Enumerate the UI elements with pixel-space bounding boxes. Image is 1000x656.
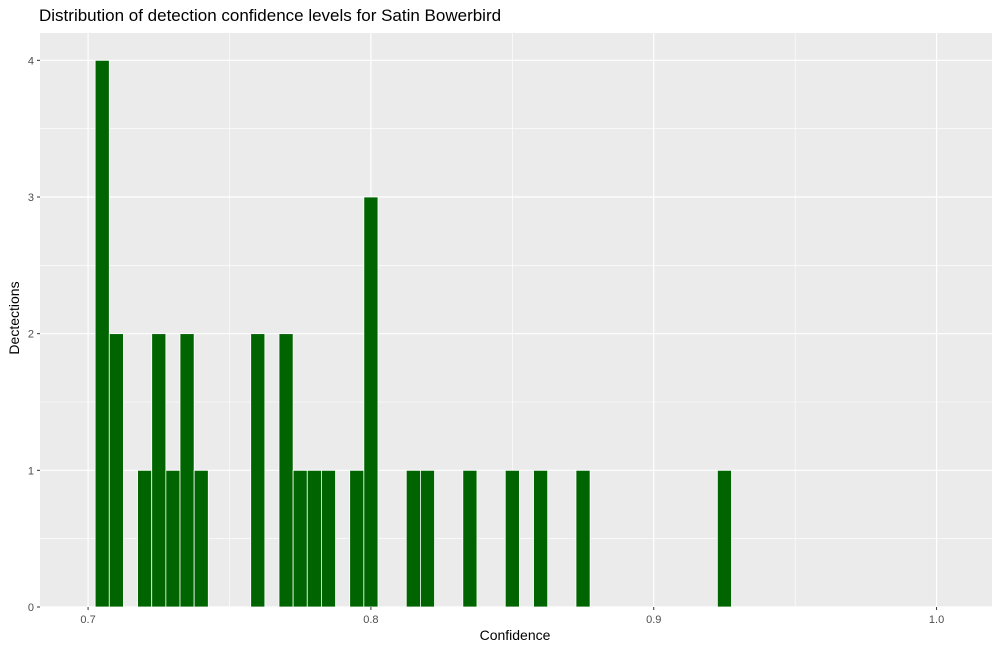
y-tick-label: 2	[28, 329, 34, 341]
histogram-bar	[405, 469, 421, 608]
histogram-bar	[108, 333, 124, 608]
y-axis: 0 1 2 3 4	[28, 55, 40, 614]
chart-title: Distribution of detection confidence lev…	[39, 6, 501, 25]
y-axis-label: Dectections	[6, 281, 22, 354]
histogram-bar	[250, 333, 266, 608]
histogram-bar	[292, 469, 308, 608]
histogram-bar	[321, 469, 336, 608]
major-gridlines	[40, 33, 992, 608]
histogram-bar	[94, 59, 110, 608]
histogram-bar	[363, 196, 379, 608]
x-tick-label: 0.9	[646, 614, 661, 626]
x-axis: 0.7 0.8 0.9 1.0	[80, 607, 944, 626]
x-tick-label: 1.0	[929, 614, 944, 626]
x-tick-label: 0.7	[80, 614, 95, 626]
histogram-bar	[504, 469, 520, 608]
y-tick-label: 4	[28, 55, 34, 67]
histogram-bar	[349, 469, 365, 608]
bar-series	[94, 59, 732, 608]
histogram-bar	[151, 333, 167, 608]
histogram-bar	[533, 469, 549, 608]
histogram-bar	[137, 469, 153, 608]
histogram-bar	[193, 469, 209, 608]
histogram-bar	[306, 469, 322, 608]
histogram-bar	[165, 469, 181, 608]
y-tick-label: 1	[28, 465, 34, 477]
histogram-bar	[462, 469, 478, 608]
y-tick-label: 0	[28, 602, 34, 614]
histogram-bar	[575, 469, 591, 608]
x-tick-label: 0.8	[363, 614, 378, 626]
histogram-bar	[278, 333, 294, 608]
y-tick-label: 3	[28, 192, 34, 204]
histogram-bar	[716, 469, 732, 608]
histogram-bar	[420, 469, 435, 608]
histogram-bar	[179, 333, 195, 608]
x-axis-label: Confidence	[480, 627, 551, 643]
